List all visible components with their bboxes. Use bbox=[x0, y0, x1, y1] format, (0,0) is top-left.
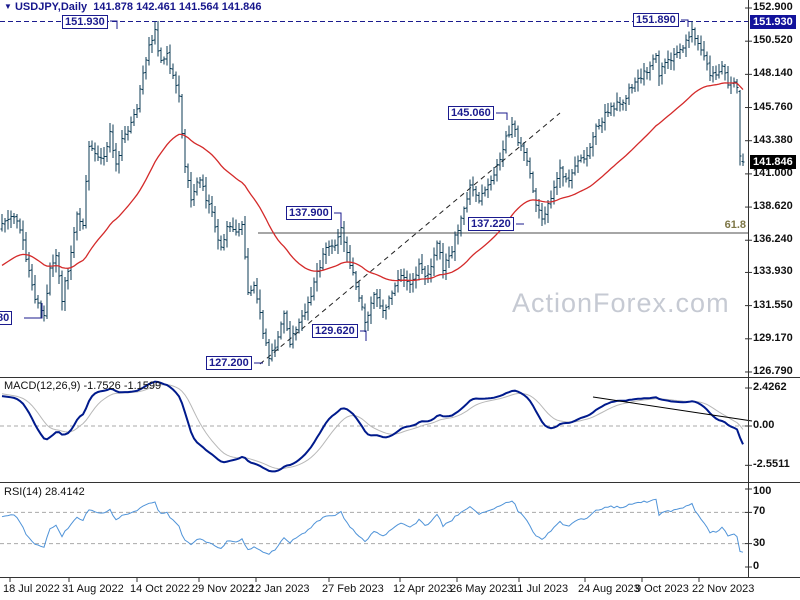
rsi-axis-tick-label: 30 bbox=[753, 536, 766, 549]
time-axis-tick-label: 9 Oct 2023 bbox=[635, 583, 689, 595]
price-bars-series bbox=[0, 20, 745, 367]
watermark: ActionForex.com bbox=[512, 288, 730, 318]
time-axis-tick-label: 12 Jan 2023 bbox=[249, 583, 310, 595]
annotation-connector bbox=[360, 330, 367, 341]
price-level-label[interactable]: 151.890 bbox=[633, 13, 679, 27]
macd-axis-tick-label: 2.4262 bbox=[753, 381, 787, 393]
macd-indicator-label: MACD(12,26,9) -1.7526 -1.1599 bbox=[4, 380, 162, 392]
annotation-connector bbox=[334, 212, 342, 227]
price-level-label[interactable]: 151.930 bbox=[62, 15, 108, 29]
price-axis-tick-label: 131.550 bbox=[753, 298, 793, 311]
annotation-connector bbox=[681, 19, 689, 27]
axis-price-tag: 151.930 bbox=[750, 14, 796, 29]
price-axis-tick-label: 145.760 bbox=[753, 100, 793, 113]
price-axis-tick-label: 136.240 bbox=[753, 233, 793, 246]
rsi-axis-tick-label: 0 bbox=[753, 560, 760, 572]
macd-axis-tick-label: 0.00 bbox=[753, 419, 775, 431]
chart-title: ▼ USDJPY,Daily 141.878 142.461 141.564 1… bbox=[4, 1, 261, 13]
price-axis-tick-label: 138.620 bbox=[753, 200, 793, 213]
time-axis-tick-label: 18 Jul 2022 bbox=[3, 583, 60, 595]
time-axis-tick-label: 11 Jul 2023 bbox=[512, 583, 569, 595]
rising-trendline-dashed bbox=[259, 112, 561, 365]
time-axis-tick-label: 22 Nov 2023 bbox=[692, 583, 755, 595]
price-level-label[interactable]: 127.200 bbox=[206, 356, 252, 370]
rsi-line bbox=[1, 498, 744, 555]
rsi-axis-tick-label: 70 bbox=[753, 505, 766, 518]
fib-level-label: 61.8 bbox=[724, 219, 746, 231]
macd-signal-line bbox=[1, 384, 744, 470]
price-axis-tick-label: 126.790 bbox=[753, 364, 793, 377]
time-axis-tick-label: 26 May 2023 bbox=[450, 583, 514, 595]
price-level-label[interactable]: 145.060 bbox=[448, 106, 494, 120]
symbol-dropdown-arrow-icon[interactable]: ▼ bbox=[4, 2, 12, 11]
price-axis-tick-label: 150.520 bbox=[753, 34, 793, 47]
price-axis-tick-label: 152.900 bbox=[753, 1, 793, 13]
time-axis-tick-label: 27 Feb 2023 bbox=[322, 583, 384, 595]
price-axis-tick-label: 129.170 bbox=[753, 331, 793, 344]
price-level-label[interactable]: 80 bbox=[0, 311, 13, 325]
price-axis-tick-label: 141.000 bbox=[753, 166, 793, 179]
price-axis-tick-label: 148.140 bbox=[753, 67, 793, 80]
macd-axis-tick-label: -2.5511 bbox=[753, 458, 790, 471]
time-axis-tick-label: 12 Apr 2023 bbox=[393, 583, 453, 595]
price-level-label[interactable]: 137.220 bbox=[468, 217, 514, 231]
macd-divergence-trendline bbox=[592, 396, 753, 422]
time-axis-tick-label: 31 Aug 2022 bbox=[62, 583, 124, 595]
time-axis-tick-label: 14 Oct 2022 bbox=[130, 583, 190, 595]
price-level-label[interactable]: 137.900 bbox=[286, 206, 332, 220]
symbol-period-label: USDJPY,Daily bbox=[14, 1, 88, 13]
rsi-axis-tick-label: 100 bbox=[753, 485, 772, 497]
annotation-connector bbox=[24, 303, 43, 319]
axis-price-tag: 141.846 bbox=[750, 155, 796, 170]
time-axis-tick-label: 29 Nov 2022 bbox=[192, 583, 255, 595]
ohlc-values: 141.878 142.461 141.564 141.846 bbox=[93, 1, 262, 13]
ema-line bbox=[1, 82, 744, 282]
price-axis-tick-label: 133.930 bbox=[753, 265, 793, 278]
rsi-indicator-label: RSI(14) 28.4142 bbox=[4, 486, 85, 498]
annotation-connector bbox=[110, 20, 118, 29]
price-axis-tick-label: 143.380 bbox=[753, 133, 793, 146]
time-axis-tick-label: 24 Aug 2023 bbox=[578, 583, 640, 595]
price-level-label[interactable]: 129.620 bbox=[312, 324, 358, 338]
annotation-connector bbox=[496, 112, 508, 120]
